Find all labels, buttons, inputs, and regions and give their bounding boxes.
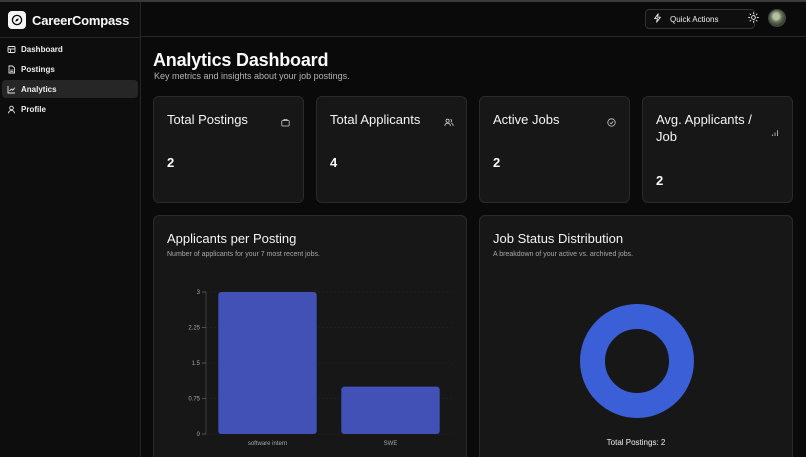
user-avatar[interactable] (768, 9, 786, 27)
y-tick-label: 2.25 (188, 326, 200, 332)
sidebar-item-label: Dashboard (21, 44, 63, 54)
sidebar-item-postings[interactable]: Postings (2, 60, 138, 78)
quick-actions-label: Quick Actions (670, 14, 719, 24)
stat-title: Total Postings (167, 112, 248, 127)
bar (341, 386, 440, 434)
stat-title: Avg. Applicants / Job (656, 112, 752, 144)
page-title: Analytics Dashboard (153, 50, 329, 70)
status-donut-chart (580, 304, 694, 418)
donut-slice (580, 304, 694, 418)
y-tick-label: 0.75 (188, 397, 200, 403)
page-subtitle: Key metrics and insights about your job … (154, 71, 350, 81)
stat-value: 2 (656, 173, 664, 188)
stat-title: Active Jobs (493, 112, 560, 127)
users-icon (444, 114, 454, 127)
applicants-chart-card: Applicants per Posting Number of applica… (153, 215, 467, 457)
chart-description: A breakdown of your active vs. archived … (493, 251, 634, 258)
theme-toggle-button[interactable] (747, 10, 759, 28)
y-tick-label: 1.5 (192, 361, 201, 367)
stat-card-avg-applicants: Avg. Applicants / Job 2 (642, 96, 793, 203)
chart-title: Applicants per Posting (167, 231, 297, 246)
y-tick-label: 3 (197, 290, 201, 296)
user-icon (7, 105, 16, 114)
sun-icon (747, 10, 759, 28)
x-tick-label: SWE (384, 441, 398, 447)
briefcase-icon (281, 114, 290, 127)
top-border (0, 0, 806, 2)
stat-value: 4 (330, 155, 338, 170)
stat-value: 2 (167, 155, 175, 170)
lightning-icon (653, 13, 662, 25)
top-header: Quick Actions (141, 2, 806, 37)
chart-icon (7, 85, 16, 94)
sidebar-item-profile[interactable]: Profile (2, 100, 138, 118)
document-icon (7, 65, 16, 74)
sidebar-nav: Dashboard Postings Analytics Profile (2, 40, 138, 120)
dashboard-icon (7, 45, 16, 54)
stat-title: Total Applicants (330, 112, 421, 127)
sidebar-item-analytics[interactable]: Analytics (2, 80, 138, 98)
donut-total-label: Total Postings: 2 (606, 438, 666, 447)
x-tick-label: software intern (248, 441, 287, 447)
chart-title: Job Status Distribution (493, 231, 624, 246)
chart-description: Number of applicants for your 7 most rec… (167, 251, 320, 258)
applicants-bar-chart: 0 0.75 1.5 2.25 3 software intern SWE (188, 290, 452, 447)
bar (218, 292, 317, 434)
status-chart-card: Job Status Distribution A breakdown of y… (479, 215, 793, 457)
stat-card-total-applicants: Total Applicants 4 (316, 96, 467, 203)
sidebar-item-dashboard[interactable]: Dashboard (2, 40, 138, 58)
stat-card-active-jobs: Active Jobs 2 (479, 96, 630, 203)
compass-icon (8, 11, 26, 29)
sidebar-item-label: Analytics (21, 84, 57, 94)
sidebar-divider (0, 37, 141, 38)
sidebar-item-label: Profile (21, 104, 46, 114)
brand-name: CareerCompass (32, 12, 130, 28)
brand[interactable]: CareerCompass (8, 10, 129, 30)
quick-actions-button[interactable]: Quick Actions (645, 9, 755, 29)
sidebar-item-label: Postings (21, 64, 55, 74)
sidebar: CareerCompass Dashboard Postings Analyti… (0, 2, 141, 457)
check-circle-icon (607, 114, 616, 127)
y-tick-label: 0 (197, 432, 201, 438)
stat-value: 2 (493, 155, 501, 170)
stat-card-total-postings: Total Postings 2 (153, 96, 304, 203)
bar-chart-icon (771, 124, 780, 136)
